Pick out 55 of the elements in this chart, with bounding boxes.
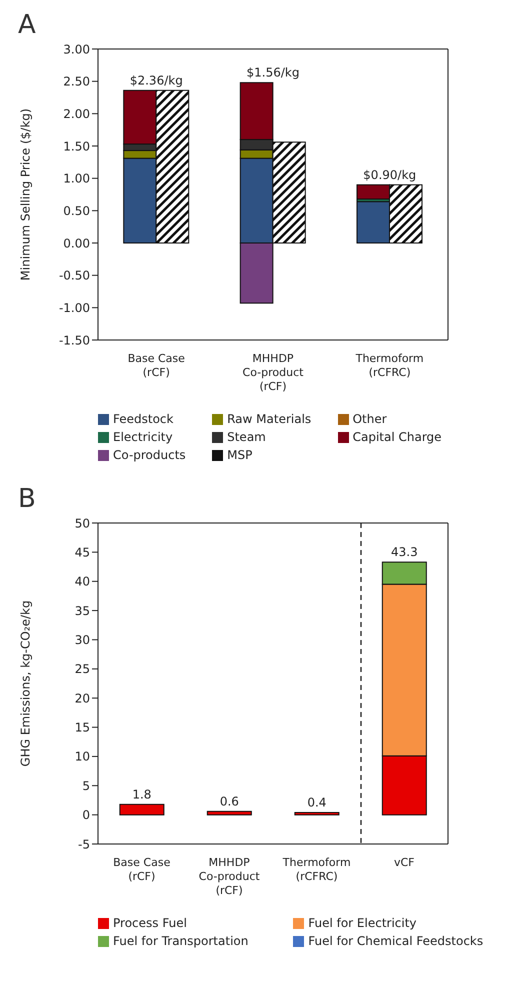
legend-label: Raw Materials [227,412,312,426]
legend-label: Electricity [113,430,173,444]
total-label: 0.4 [307,795,326,810]
x-tick-label: Thermoform (rCFRC) [354,352,424,379]
legend-label: Steam [227,430,266,444]
y-axis-title: Minimum Selling Price ($/kg) [18,108,32,281]
total-label: 1.8 [132,787,152,802]
y-tick-label: 40 [74,574,90,589]
y-tick-label: 0 [82,808,90,822]
legend-label: Fuel for Transportation [113,934,248,948]
y-tick-label: 1.50 [63,139,90,154]
bar [119,804,164,816]
y-tick-label: 20 [74,691,90,706]
y-tick-label: 30 [74,632,90,647]
annotation: $1.56/kg [246,66,300,80]
x-tick-label: Base Case (rCF) [113,856,171,883]
legend-label: Process Fuel [113,916,187,930]
y-tick-label: 25 [74,662,90,676]
legend-label: Feedstock [113,412,174,426]
y-tick-label: 2.00 [63,106,90,121]
x-tick-label: Thermoform (rCFRC) [282,856,351,883]
legend-label: MSP [227,448,252,462]
legend-label: Fuel for Chemical Feedstocks [308,934,484,948]
legend-label: Co-products [113,448,186,462]
y-tick-label: 0.50 [63,204,90,218]
y-tick-label: 0.00 [63,236,90,250]
annotation: $2.36/kg [130,73,183,88]
y-tick-label: -0.50 [58,268,90,283]
y-tick-label: 3.00 [63,42,90,56]
chart-title: A [18,10,36,40]
y-tick-label: 10 [74,750,90,764]
x-tick-label: Base Case (rCF) [128,352,186,379]
y-tick-label: 1.00 [63,172,90,186]
total-label: 43.3 [391,545,418,560]
chart-title: B [18,484,36,514]
total-label: 0.6 [220,794,239,808]
y-tick-label: -5 [78,837,90,852]
y-tick-label: 15 [74,720,90,735]
x-tick-label: vCF [394,856,415,869]
annotation: $0.90/kg [363,168,416,182]
y-tick-label: 5 [82,778,90,793]
bar [206,810,252,816]
y-tick-label: -1.50 [58,333,90,348]
x-tick-label: MHHDP Co-product (rCF) [242,352,304,393]
x-tick-label: MHHDP Co-product (rCF) [198,856,260,897]
y-tick-label: 45 [74,545,90,560]
y-tick-label: -1.00 [58,300,90,315]
legend-label: Capital Charge [352,430,442,444]
y-tick-label: 50 [74,516,90,530]
y-tick-label: 2.50 [63,74,90,89]
legend-label: Fuel for Electricity [308,916,417,930]
y-tick-label: 35 [74,604,90,618]
y-axis-title: GHG Emissions, kg-CO₂e/kg [18,600,32,767]
bar [294,812,340,816]
legend-label: Other [352,412,387,426]
